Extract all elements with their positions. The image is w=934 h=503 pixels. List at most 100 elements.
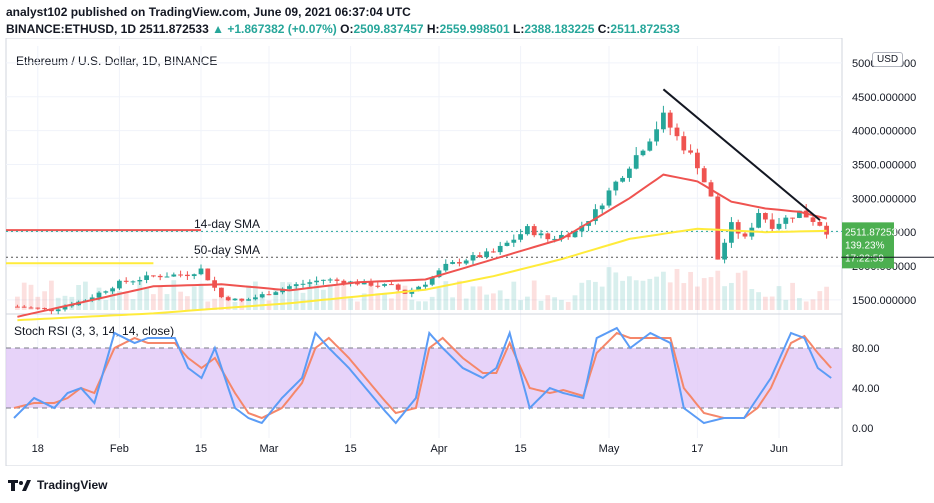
candle-body bbox=[606, 190, 612, 206]
volume-bar bbox=[110, 287, 115, 310]
volume-bar bbox=[633, 280, 639, 310]
volume-bar bbox=[776, 286, 782, 310]
candle-body bbox=[484, 251, 489, 258]
volume-bar bbox=[314, 283, 319, 310]
candle-body bbox=[307, 282, 313, 284]
candle-body bbox=[674, 127, 680, 137]
candle-body bbox=[389, 284, 394, 286]
volume-bar bbox=[123, 292, 129, 310]
candle-body bbox=[715, 196, 721, 260]
last-price: 2511.872533 bbox=[139, 22, 209, 36]
candle-body bbox=[225, 297, 231, 301]
volume-bar bbox=[769, 296, 775, 310]
candle-body bbox=[375, 285, 381, 287]
sma-annotation: 50-day SMA bbox=[194, 243, 260, 257]
price-tag-text: 2511.872533 bbox=[845, 227, 903, 238]
tradingview-chart[interactable]: Ethereum / U.S. Dollar, 1D, BINANCE Stoc… bbox=[0, 38, 934, 466]
price-tag-text: 17:22:59 bbox=[845, 253, 884, 264]
candle-body bbox=[701, 168, 707, 183]
volume-bar bbox=[144, 287, 149, 310]
candle-body bbox=[477, 255, 483, 258]
low-label: L: bbox=[512, 22, 525, 36]
candle-body bbox=[627, 168, 632, 178]
candle-body bbox=[96, 292, 102, 298]
candle-body bbox=[640, 150, 646, 156]
volume-bar bbox=[511, 281, 517, 310]
volume-bar bbox=[287, 282, 292, 310]
candle-body bbox=[633, 155, 639, 169]
candle-body bbox=[511, 239, 517, 243]
volume-bar bbox=[382, 292, 387, 310]
volume-bar bbox=[803, 301, 809, 310]
low-value: 2388.183225 bbox=[524, 22, 595, 36]
indicator-tick-label: 0.00 bbox=[852, 423, 873, 435]
candle-body bbox=[735, 222, 741, 234]
candle-body bbox=[681, 136, 687, 151]
candle-body bbox=[695, 152, 700, 169]
time-tick-label: Apr bbox=[430, 443, 447, 455]
candle-body bbox=[130, 281, 136, 283]
candle-body bbox=[191, 274, 197, 277]
volume-bar bbox=[470, 286, 476, 310]
volume-bar bbox=[280, 282, 285, 310]
candle-body bbox=[334, 279, 340, 281]
candle-body bbox=[185, 274, 190, 277]
volume-bar bbox=[654, 276, 659, 310]
candle-body bbox=[219, 287, 224, 298]
candle-body bbox=[504, 242, 510, 246]
volume-bar bbox=[450, 297, 455, 310]
time-tick-label: 18 bbox=[32, 443, 44, 455]
volume-bar bbox=[21, 282, 27, 310]
volume-bar bbox=[395, 290, 401, 310]
candle-body bbox=[756, 213, 761, 228]
volume-bar bbox=[443, 281, 449, 310]
candle-body bbox=[613, 181, 619, 191]
volume-bar bbox=[606, 267, 612, 310]
candle-body bbox=[491, 251, 496, 253]
change-value: +1.867382 (+0.07%) bbox=[227, 22, 337, 36]
sma50-line bbox=[17, 227, 827, 322]
candle-body bbox=[164, 276, 170, 278]
high-label: H: bbox=[426, 22, 440, 36]
candle-body bbox=[423, 284, 428, 287]
candle-body bbox=[593, 209, 598, 222]
price-tick-label: 4500.000000 bbox=[852, 92, 916, 104]
volume-bar bbox=[688, 271, 693, 310]
volume-bar bbox=[790, 282, 795, 310]
time-tick-label: 15 bbox=[344, 443, 356, 455]
candle-body bbox=[395, 284, 401, 290]
volume-bar bbox=[640, 280, 646, 310]
candle-body bbox=[783, 217, 789, 224]
candle-body bbox=[824, 225, 829, 235]
up-arrow-icon: ▲ bbox=[212, 22, 225, 36]
candle-body bbox=[552, 238, 557, 240]
candle-body bbox=[497, 245, 503, 253]
volume-bar bbox=[763, 296, 768, 310]
candle-body bbox=[259, 294, 265, 298]
candle-body bbox=[15, 306, 20, 308]
volume-bar bbox=[457, 280, 462, 310]
volume-bar bbox=[429, 296, 435, 310]
price-tick-label: 4000.000000 bbox=[852, 126, 916, 138]
candle-body bbox=[327, 279, 333, 281]
volume-bar bbox=[293, 287, 299, 310]
volume-bar bbox=[477, 286, 483, 310]
price-tag-text: 139.23% bbox=[845, 240, 885, 251]
volume-bar bbox=[599, 286, 605, 310]
volume-bar bbox=[559, 299, 564, 310]
price-tick-label: 3500.000000 bbox=[852, 159, 916, 171]
volume-bar bbox=[423, 301, 428, 310]
volume-bar bbox=[246, 285, 251, 310]
time-tick-label: 17 bbox=[691, 443, 703, 455]
candle-body bbox=[620, 177, 625, 182]
stoch-d-line bbox=[13, 331, 832, 420]
volume-bar bbox=[76, 284, 81, 310]
volume-bar bbox=[484, 294, 489, 310]
volume-bar bbox=[436, 288, 442, 310]
trend-line bbox=[662, 88, 821, 221]
volume-bar bbox=[708, 277, 714, 310]
volume-bar bbox=[572, 295, 578, 310]
volume-bar bbox=[817, 291, 823, 310]
currency-button[interactable]: USD bbox=[872, 52, 904, 67]
volume-bar bbox=[545, 295, 551, 310]
